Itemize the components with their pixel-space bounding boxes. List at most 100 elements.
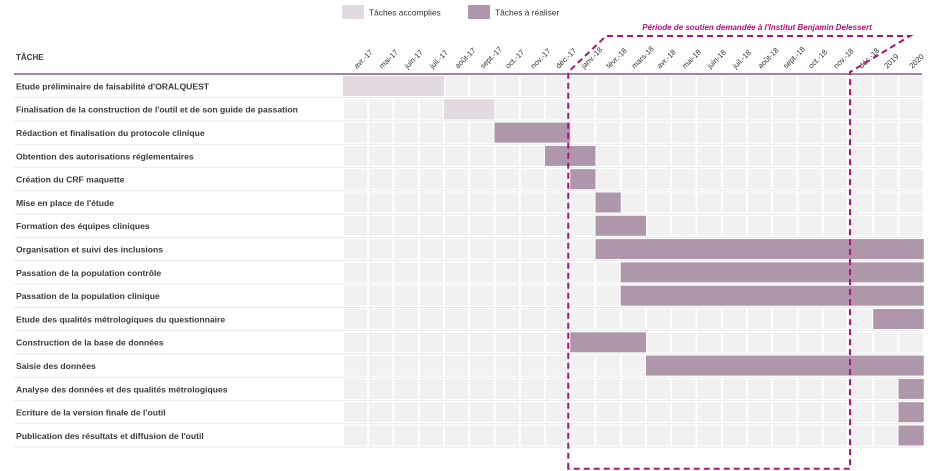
grid-cell [823,332,847,353]
grid-cell [874,192,898,213]
grid-cell [899,192,923,213]
grid-cell [697,215,721,236]
grid-cell [596,285,620,306]
grid-cell [369,332,393,353]
grid-cell [697,192,721,213]
grid-cell [470,285,494,306]
grid-cell [773,145,797,166]
grid-cell [571,215,595,236]
task-bar [898,402,924,423]
grid-cell [773,332,797,353]
grid-cell [419,169,443,190]
grid-cell [445,145,469,166]
grid-cell [344,215,368,236]
grid-cell [621,192,645,213]
grid-cell [546,76,570,96]
grid-cell [773,76,797,96]
grid-cell [571,192,595,213]
grid-cell [899,122,923,143]
grid-cell [849,192,873,213]
column-label: févr.-18 [604,46,628,70]
grid-cell [546,378,570,399]
grid-cell [344,378,368,399]
grid-cell [798,145,822,166]
column-label: avr.-17 [352,48,375,71]
column-label: juin-18 [705,48,728,71]
grid-cell [520,332,544,353]
grid-cell [596,145,620,166]
grid-cell [621,378,645,399]
task-bar [646,355,924,376]
task-bar [343,76,444,96]
grid-cell [697,122,721,143]
grid-cell [344,355,368,376]
grid-cell [369,122,393,143]
grid-cell [773,169,797,190]
grid-cell [520,169,544,190]
task-label: Obtention des autorisations réglementair… [16,151,194,161]
column-label: juin-17 [402,48,425,71]
task-label: Saisie des données [16,361,96,371]
grid-cell [419,192,443,213]
grid-cell [748,192,772,213]
grid-cell [520,285,544,306]
task-bar [545,145,596,166]
grid-cell [419,122,443,143]
grid-cell [823,99,847,120]
grid-cell [849,76,873,96]
grid-cell [874,122,898,143]
grid-cell [571,425,595,446]
task-label: Création du CRF maquette [16,175,125,185]
grid-cell [647,215,671,236]
grid-cell [874,169,898,190]
grid-cell [520,145,544,166]
grid-cell [874,215,898,236]
grid-cell [899,76,923,96]
grid-cell [697,76,721,96]
grid-cell [647,378,671,399]
grid-cell [394,122,418,143]
grid-cell [899,145,923,166]
grid-cell [394,99,418,120]
grid-cell [344,239,368,260]
grid-cell [546,402,570,423]
grid-cell [596,99,620,120]
grid-cell [445,192,469,213]
grid-cell [394,239,418,260]
grid-cell [798,402,822,423]
grid-cell [520,378,544,399]
task-bar [620,262,924,283]
task-label: Ecriture de la version finale de l'outil [16,408,166,418]
grid-cell [849,99,873,120]
grid-cell [419,145,443,166]
task-label: Mise en place de l'étude [16,198,114,208]
column-label: oct.-18 [806,48,829,71]
grid-cell [369,425,393,446]
column-label: sept.-17 [478,45,504,71]
grid-cell [495,425,519,446]
grid-cell [722,402,746,423]
grid-cell [596,76,620,96]
grid-cell [445,378,469,399]
grid-cell [344,262,368,283]
grid-cell [369,309,393,329]
grid-cell [419,262,443,283]
grid-cell [546,192,570,213]
task-label: Etude des qualités métrologiques du ques… [16,314,225,324]
grid-cell [546,285,570,306]
grid-cell [823,122,847,143]
grid-cell [571,309,595,329]
grid-cell [596,355,620,376]
grid-cell [470,122,494,143]
grid-cell [394,145,418,166]
task-label: Construction de la base de données [16,338,164,348]
grid-cell [722,425,746,446]
grid-cell [520,402,544,423]
column-label: juil.-17 [427,48,450,71]
grid-cell [369,192,393,213]
column-label: nov.-18 [832,47,856,71]
grid-cell [445,402,469,423]
grid-cell [722,76,746,96]
grid-cell [520,215,544,236]
grid-cell [798,99,822,120]
